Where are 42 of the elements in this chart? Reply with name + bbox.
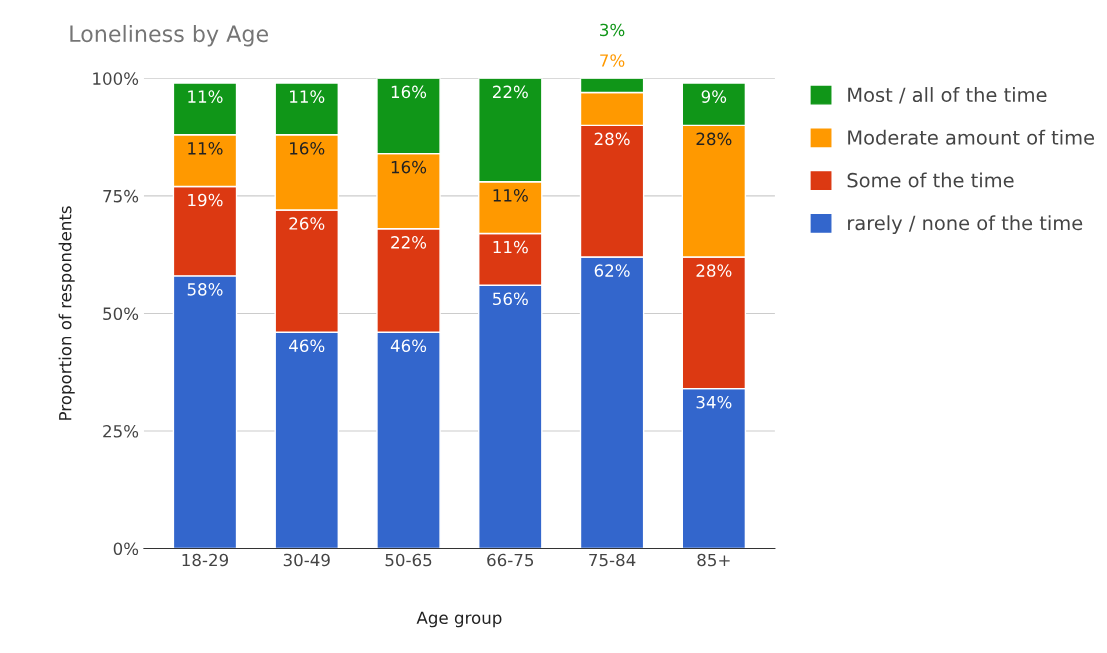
x-tick-label: 75-84 <box>589 553 636 567</box>
data-label: 26% <box>289 217 325 230</box>
data-label: 62% <box>594 264 630 277</box>
legend-label: rarely / none of the time <box>848 215 1083 235</box>
data-label: 56% <box>493 292 528 306</box>
data-label: 58% <box>187 283 223 296</box>
data-label: 11% <box>290 90 325 103</box>
x-tick-label: 30-49 <box>283 553 330 567</box>
y-axis-title: Proportion of respondents <box>58 206 75 420</box>
data-label: 34% <box>696 395 732 409</box>
data-label: 22% <box>492 85 528 99</box>
data-label: 11% <box>493 189 528 202</box>
x-tick-label: 66-75 <box>487 553 534 567</box>
data-label: 16% <box>391 160 427 174</box>
y-tick-label: 50% <box>103 307 139 321</box>
data-label: 19% <box>188 193 223 207</box>
x-tick-label: 18-29 <box>182 553 229 567</box>
y-tick-label: 25% <box>103 424 139 438</box>
data-label: 46% <box>390 339 427 353</box>
data-label: 11% <box>188 142 223 155</box>
data-label: 7% <box>600 54 625 67</box>
data-label: 22% <box>391 236 427 249</box>
x-axis-title: Age group <box>416 611 502 628</box>
data-label: 28% <box>696 264 732 277</box>
x-tick-label: 85+ <box>697 553 730 567</box>
data-label: 28% <box>594 132 630 146</box>
legend-label: Moderate amount of time <box>848 129 1095 145</box>
legend-label: Most / all of the time <box>848 87 1047 104</box>
chart-title: Loneliness by Age <box>70 24 268 47</box>
legend-label: Some of the time <box>847 172 1014 188</box>
data-label: 16% <box>391 85 427 99</box>
data-label: 28% <box>696 132 732 146</box>
y-tick-label: 100% <box>93 72 139 85</box>
data-label: 11% <box>493 240 528 254</box>
y-tick-label: 75% <box>103 189 139 203</box>
x-tick-label: 50-65 <box>385 553 432 567</box>
y-tick-label: 0% <box>113 542 139 556</box>
data-label: 16% <box>290 142 325 155</box>
data-label: 11% <box>188 90 223 103</box>
data-label: 46% <box>289 339 325 353</box>
data-label: 3% <box>600 23 625 37</box>
data-label: 9% <box>701 90 727 103</box>
